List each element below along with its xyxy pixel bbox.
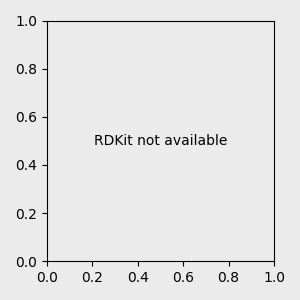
Text: RDKit not available: RDKit not available bbox=[94, 134, 227, 148]
